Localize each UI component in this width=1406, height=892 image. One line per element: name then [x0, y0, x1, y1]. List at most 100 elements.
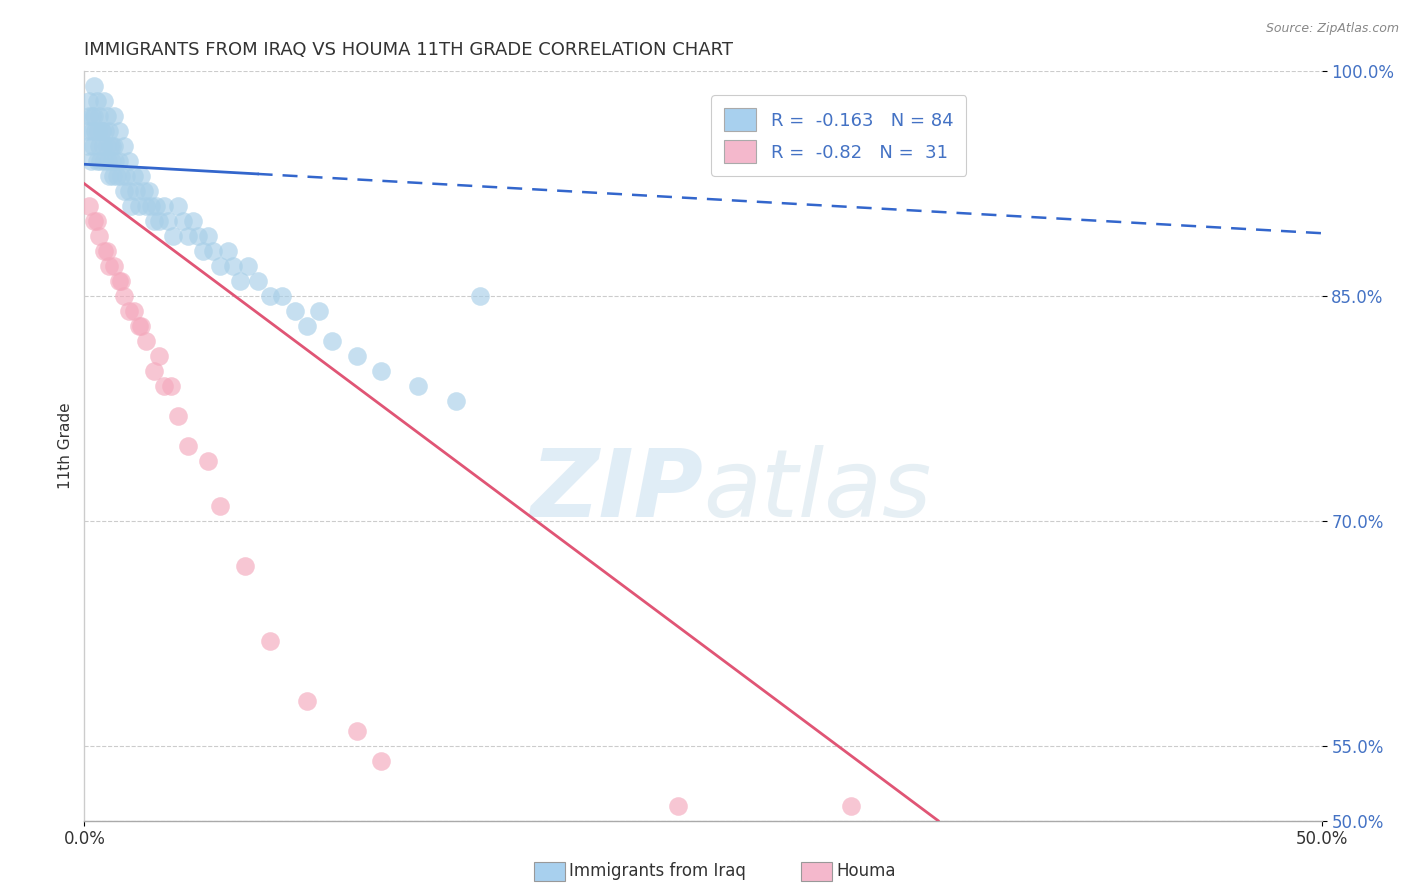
Point	[162, 229, 184, 244]
Point	[105, 169, 128, 184]
Point	[97, 154, 120, 169]
Point	[104, 154, 127, 169]
Point	[90, 124, 112, 138]
Point	[112, 184, 135, 198]
Point	[96, 244, 118, 259]
Point	[129, 319, 152, 334]
Point	[246, 274, 269, 288]
Point	[128, 319, 150, 334]
Text: ZIP: ZIP	[530, 445, 703, 537]
Point	[112, 139, 135, 153]
Text: IMMIGRANTS FROM IRAQ VS HOUMA 11TH GRADE CORRELATION CHART: IMMIGRANTS FROM IRAQ VS HOUMA 11TH GRADE…	[84, 41, 734, 59]
Point	[295, 694, 318, 708]
Point	[259, 289, 281, 303]
Point	[346, 723, 368, 738]
Point	[100, 154, 122, 169]
Point	[197, 454, 219, 468]
Point	[82, 139, 104, 153]
Point	[90, 124, 112, 138]
Point	[115, 169, 138, 184]
Point	[138, 184, 160, 198]
Point	[172, 214, 194, 228]
Text: atlas: atlas	[703, 445, 931, 536]
Point	[108, 274, 131, 288]
Point	[79, 95, 101, 109]
Point	[118, 184, 141, 198]
Point	[79, 154, 101, 169]
Point	[271, 289, 294, 303]
Point	[89, 109, 111, 123]
Point	[295, 319, 318, 334]
Point	[346, 349, 368, 363]
Point	[167, 199, 190, 213]
Point	[103, 259, 125, 273]
Point	[177, 439, 200, 453]
Point	[141, 199, 163, 213]
Point	[120, 199, 142, 213]
Point	[89, 139, 111, 153]
Point	[259, 633, 281, 648]
Point	[86, 95, 108, 109]
Point	[108, 124, 131, 138]
Point	[98, 139, 121, 153]
Text: Source: ZipAtlas.com: Source: ZipAtlas.com	[1265, 22, 1399, 36]
Point	[135, 334, 157, 348]
Point	[187, 229, 209, 244]
Point	[96, 139, 118, 153]
Legend: R =  -0.163   N = 84, R =  -0.82   N =  31: R = -0.163 N = 84, R = -0.82 N = 31	[711, 95, 966, 176]
Point	[177, 229, 200, 244]
Point	[145, 199, 167, 213]
Point	[87, 124, 110, 138]
Point	[83, 109, 105, 123]
Point	[152, 379, 174, 393]
Point	[86, 214, 108, 228]
Point	[96, 109, 118, 123]
Point	[152, 199, 174, 213]
Point	[444, 394, 467, 409]
Point	[408, 379, 430, 393]
Point	[118, 154, 141, 169]
Point	[89, 154, 111, 169]
Point	[89, 229, 111, 244]
Point	[80, 109, 103, 123]
Point	[142, 214, 165, 228]
Point	[132, 184, 155, 198]
Point	[112, 289, 135, 303]
Point	[181, 214, 204, 228]
Point	[79, 199, 101, 213]
Text: Houma: Houma	[837, 863, 896, 880]
Point	[135, 199, 157, 213]
Point	[103, 139, 125, 153]
Point	[100, 139, 122, 153]
Point	[167, 409, 190, 423]
Point	[122, 304, 145, 318]
Point	[98, 169, 121, 184]
Point	[142, 364, 165, 378]
Point	[209, 499, 232, 513]
Point	[470, 289, 492, 303]
Point	[118, 304, 141, 318]
Point	[370, 754, 392, 768]
Point	[308, 304, 330, 318]
Point	[84, 124, 107, 138]
Point	[94, 124, 117, 138]
Point	[148, 349, 170, 363]
Point	[93, 95, 115, 109]
Y-axis label: 11th Grade: 11th Grade	[58, 402, 73, 490]
Point	[101, 169, 124, 184]
Point	[233, 558, 256, 573]
Point	[79, 109, 101, 123]
Point	[157, 214, 180, 228]
Point	[83, 214, 105, 228]
Point	[125, 184, 148, 198]
Point	[83, 79, 105, 94]
Point	[217, 244, 239, 259]
Point	[148, 214, 170, 228]
Point	[108, 154, 131, 169]
Point	[202, 244, 225, 259]
Point	[80, 124, 103, 138]
Point	[160, 379, 183, 393]
Point	[222, 259, 245, 273]
Point	[76, 124, 98, 138]
Point	[91, 139, 114, 153]
